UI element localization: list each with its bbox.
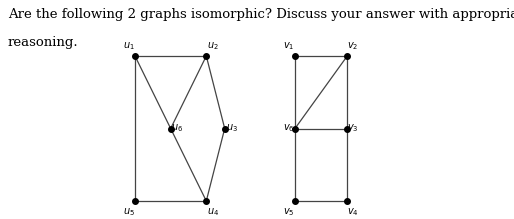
Text: $u_{5}$: $u_{5}$ [123, 207, 135, 219]
Text: $u_{6}$: $u_{6}$ [171, 123, 183, 134]
Text: $v_{2}$: $v_{2}$ [347, 40, 358, 52]
Text: $u_{3}$: $u_{3}$ [226, 123, 238, 134]
Text: Are the following 2 graphs isomorphic? Discuss your answer with appropriate: Are the following 2 graphs isomorphic? D… [8, 8, 514, 21]
Text: $v_{4}$: $v_{4}$ [346, 207, 358, 219]
Text: $u_{1}$: $u_{1}$ [123, 40, 135, 52]
Text: $u_{2}$: $u_{2}$ [207, 40, 218, 52]
Text: $u_{4}$: $u_{4}$ [207, 207, 218, 219]
Text: $v_{1}$: $v_{1}$ [283, 40, 295, 52]
Text: $v_{3}$: $v_{3}$ [347, 123, 358, 134]
Text: $v_{5}$: $v_{5}$ [283, 207, 295, 219]
Text: reasoning.: reasoning. [8, 36, 79, 49]
Text: $v_{6}$: $v_{6}$ [283, 123, 295, 134]
